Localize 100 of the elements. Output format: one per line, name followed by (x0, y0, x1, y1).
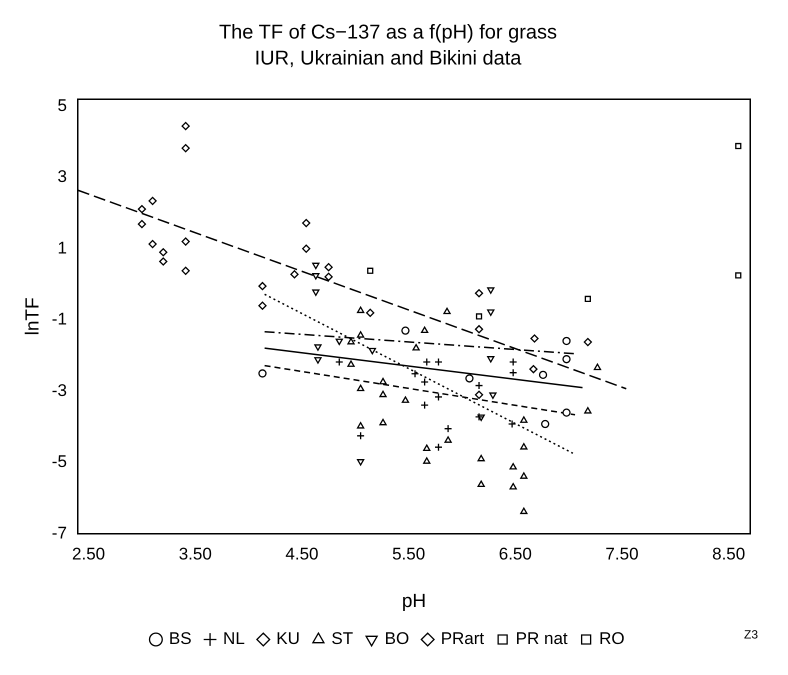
point (258, 282, 267, 290)
point (367, 268, 374, 274)
point (562, 336, 571, 346)
legend-label: BO (384, 629, 410, 648)
point (368, 348, 376, 354)
point (138, 220, 146, 228)
y-tick-label: -5 (52, 452, 67, 472)
point (312, 273, 320, 280)
point (529, 364, 538, 374)
point (562, 355, 571, 364)
y-tick-label: -3 (52, 380, 67, 400)
point (356, 306, 364, 314)
point (356, 422, 364, 429)
point (520, 416, 528, 423)
point (489, 392, 497, 399)
point (584, 338, 592, 346)
y-tick-label: 3 (57, 167, 67, 186)
point (379, 378, 387, 384)
legend-label: NL (223, 629, 245, 648)
point (444, 424, 452, 433)
point (509, 463, 517, 470)
point (476, 313, 482, 320)
point (182, 144, 190, 152)
point (487, 287, 494, 294)
point (182, 122, 190, 130)
point (423, 444, 430, 452)
point (509, 482, 517, 490)
point (420, 326, 428, 334)
point (594, 364, 602, 370)
point (434, 358, 443, 366)
point (444, 436, 452, 443)
y-tick-label: -1 (52, 310, 67, 329)
point (474, 381, 484, 390)
point (182, 266, 190, 275)
chart-subtitle: IUR, Ukrainian and Bikini data (254, 48, 522, 70)
point (487, 309, 494, 316)
point (182, 237, 190, 246)
point (487, 356, 494, 363)
legend-label: KU (276, 629, 300, 648)
x-tick-label: 2.50 (72, 544, 106, 564)
point (520, 508, 528, 514)
legend-label: ST (331, 629, 354, 648)
point (148, 196, 157, 206)
point (420, 378, 429, 386)
point (401, 326, 410, 335)
point (324, 263, 333, 272)
x-axis-title: pH (402, 590, 426, 612)
point (290, 270, 299, 278)
point (423, 457, 430, 464)
point (356, 331, 364, 338)
x-tick-label: 4.50 (285, 544, 318, 564)
point (520, 472, 528, 479)
point (347, 360, 355, 367)
point (474, 390, 484, 399)
point (402, 396, 410, 403)
point (312, 289, 320, 296)
legend-label: PRart (440, 629, 484, 648)
text: Z3 (744, 627, 758, 642)
point (347, 338, 355, 344)
point (434, 392, 443, 402)
y-tick-label: -7 (52, 523, 67, 542)
chart-title: The TF of Cs−137 as a f(pH) for grass (218, 22, 558, 44)
point (520, 443, 528, 450)
x-tick-label: 5.50 (392, 544, 426, 564)
point (302, 244, 310, 253)
point (312, 262, 320, 270)
x-tick-label: 3.50 (178, 544, 212, 564)
point (562, 408, 571, 417)
legend-label: BS (168, 629, 192, 648)
y-axis-title: lnTF (22, 297, 44, 336)
point (735, 142, 742, 150)
point (356, 459, 364, 466)
point (477, 454, 485, 462)
point (509, 358, 518, 366)
point (324, 272, 333, 281)
y-tick-label: 5 (57, 96, 67, 115)
x-tick-label: 7.50 (605, 544, 639, 564)
y-tick-label: 1 (57, 238, 67, 258)
point (356, 432, 365, 440)
point (138, 204, 146, 214)
point (258, 369, 267, 378)
point (410, 370, 420, 378)
point (509, 368, 518, 377)
point (412, 344, 420, 351)
point (584, 407, 592, 414)
point (474, 325, 484, 334)
point (379, 418, 387, 426)
point (302, 218, 310, 228)
point (434, 443, 443, 452)
x-tick-label: 8.50 (712, 544, 746, 564)
point (336, 338, 343, 346)
point (477, 480, 485, 488)
point (530, 334, 539, 343)
point (148, 240, 157, 248)
point (422, 358, 431, 366)
point (379, 390, 387, 398)
point (474, 412, 484, 422)
point (508, 420, 516, 428)
point (258, 302, 267, 310)
point (356, 384, 364, 392)
